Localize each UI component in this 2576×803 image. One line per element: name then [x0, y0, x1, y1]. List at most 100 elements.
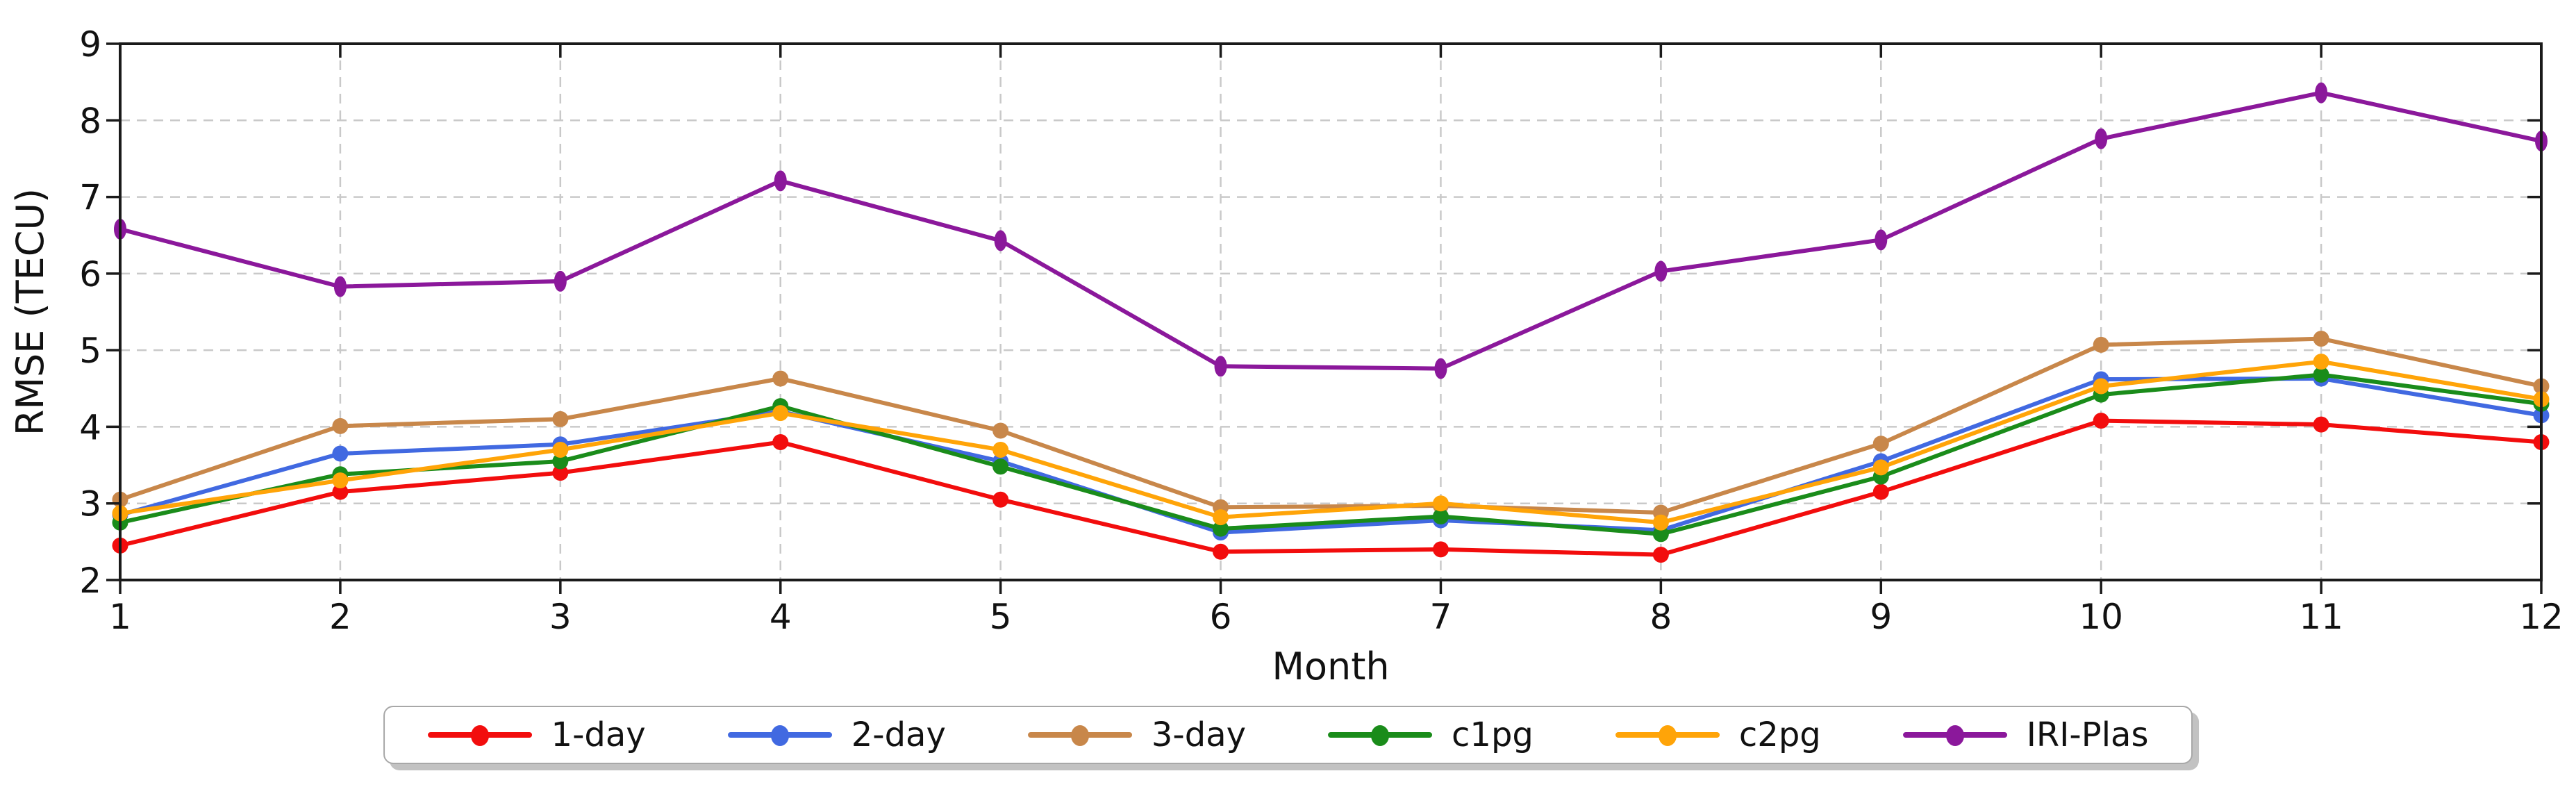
data-point — [992, 422, 1009, 439]
data-point — [554, 270, 567, 292]
data-point — [1213, 543, 1229, 560]
data-point — [1654, 260, 1668, 282]
data-point — [774, 170, 787, 192]
legend-marker-icon — [727, 723, 832, 747]
data-point — [1652, 526, 1669, 543]
y-tick-label: 6 — [79, 254, 101, 295]
data-point — [992, 458, 1009, 475]
legend-label: 3-day — [1151, 715, 1247, 754]
y-tick-label: 9 — [79, 24, 101, 65]
tick-marks — [106, 42, 2543, 594]
data-point — [2313, 354, 2329, 370]
legend-label: 2-day — [851, 715, 946, 754]
data-point — [1434, 358, 1447, 379]
legend-item-1-day: 1-day — [427, 715, 646, 754]
data-point — [333, 276, 347, 297]
legend-marker-icon — [1027, 723, 1132, 747]
data-point — [1872, 436, 1889, 452]
x-tick-label: 7 — [1430, 597, 1452, 637]
x-tick-label: 11 — [2299, 597, 2343, 637]
data-point — [1652, 547, 1669, 563]
data-point — [1872, 459, 1889, 476]
data-point — [1875, 229, 1888, 251]
series-line — [118, 372, 2543, 536]
legend-item-c2pg: c2pg — [1615, 718, 1821, 752]
y-tick-label: 5 — [79, 331, 101, 371]
x-tick-label: 4 — [770, 597, 792, 637]
data-point — [2313, 416, 2329, 433]
data-point — [1432, 541, 1449, 558]
y-axis-label: RMSE (TECU) — [8, 188, 52, 436]
data-point — [772, 370, 789, 387]
series-c2pg — [112, 354, 2550, 531]
data-point — [332, 483, 349, 500]
series-line — [118, 418, 2543, 557]
legend-item-IRI-Plas: IRI-Plas — [1902, 715, 2149, 754]
y-tick-label: 8 — [79, 101, 101, 141]
y-tick-label: 2 — [79, 561, 101, 601]
x-tick-label: 1 — [109, 597, 131, 637]
series-line — [118, 336, 2543, 515]
legend-marker-icon — [1902, 723, 2007, 747]
y-tick-label: 4 — [79, 407, 101, 447]
legend-marker-icon — [1615, 723, 1720, 747]
data-point — [332, 417, 349, 434]
legend-marker-icon — [1328, 723, 1433, 747]
plot-border — [119, 42, 2543, 581]
data-point — [2315, 82, 2328, 104]
data-point — [2313, 366, 2329, 383]
series-line — [118, 90, 2543, 371]
data-point — [552, 453, 569, 470]
series-IRI-Plas — [114, 82, 2548, 379]
data-point — [1652, 514, 1669, 531]
legend-marker-icon — [427, 723, 532, 747]
legend-label: c2pg — [1738, 715, 1821, 754]
data-point — [994, 230, 1007, 251]
data-point — [2313, 331, 2329, 347]
x-tick-label: 3 — [549, 597, 572, 637]
x-tick-label: 5 — [990, 597, 1012, 637]
data-point — [552, 442, 569, 458]
data-point — [2093, 336, 2109, 353]
x-tick-label: 10 — [2079, 597, 2123, 637]
legend-item-c1pg: c1pg — [1328, 718, 1534, 752]
x-tick-label: 9 — [1870, 597, 1892, 637]
data-point — [1214, 356, 1227, 377]
legend-item-3-day: 3-day — [1027, 715, 1247, 754]
data-point — [1432, 495, 1449, 512]
data-point — [2093, 378, 2109, 395]
data-point — [772, 433, 789, 450]
data-point — [1213, 509, 1229, 526]
legend-label: c1pg — [1452, 715, 1534, 754]
data-point — [2095, 128, 2108, 149]
x-tick-label: 2 — [329, 597, 351, 637]
series-line — [118, 359, 2543, 525]
legend: 1-day 2-day 3-day c1pg c2pg IRI-Plas — [383, 706, 2193, 764]
x-tick-label: 8 — [1650, 597, 1672, 637]
series-1-day — [112, 413, 2550, 563]
data-point — [1872, 483, 1889, 500]
data-point — [552, 411, 569, 427]
series-2-day — [112, 370, 2550, 541]
axes-box — [119, 42, 2543, 581]
series-3-day — [112, 331, 2550, 521]
data-point — [332, 472, 349, 489]
data-point — [1432, 508, 1449, 524]
legend-item-2-day: 2-day — [727, 715, 946, 754]
data-point — [1213, 520, 1229, 537]
grid-lines — [120, 44, 2541, 580]
legend-label: 1-day — [551, 715, 646, 754]
data-point — [772, 405, 789, 422]
x-axis-label: Month — [1272, 645, 1389, 688]
y-tick-label: 7 — [79, 178, 101, 218]
data-point — [552, 465, 569, 481]
x-tick-label: 12 — [2519, 597, 2563, 637]
legend-label: IRI-Plas — [2026, 715, 2149, 754]
x-tick-label: 6 — [1210, 597, 1232, 637]
series-c1pg — [112, 366, 2550, 543]
data-point — [332, 445, 349, 462]
data-point — [992, 442, 1009, 458]
y-tick-label: 3 — [79, 484, 101, 524]
